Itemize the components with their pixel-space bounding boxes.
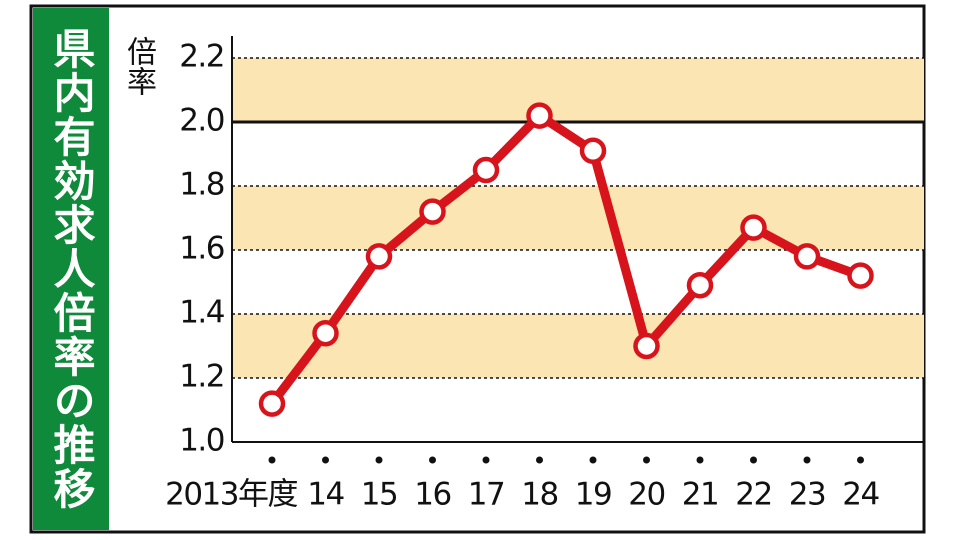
marker (579, 137, 607, 165)
y-tick-label: 2.2 (179, 39, 224, 75)
x-dot (643, 456, 650, 464)
x-dot (429, 456, 436, 464)
x-dot (589, 456, 597, 464)
x-dot (482, 456, 490, 464)
x-tick-label: 14 (307, 477, 343, 513)
x-tick-label: 2013年度 (165, 477, 297, 513)
x-tick-label: 15 (361, 477, 397, 513)
y-tick-label: 2.0 (179, 103, 224, 139)
x-dot (322, 456, 329, 464)
x-dot (750, 456, 757, 464)
x-dot (696, 456, 704, 464)
x-tick-label: 19 (575, 477, 611, 513)
marker (686, 271, 714, 299)
marker (365, 243, 393, 270)
x-dot (536, 456, 543, 464)
marker (526, 102, 553, 129)
x-tick-label: 24 (842, 477, 878, 513)
x-tick-label: 17 (468, 477, 504, 513)
marker (793, 243, 821, 270)
y-tick-label: 1.0 (179, 423, 224, 459)
x-tick-label: 18 (521, 477, 557, 513)
x-tick-label: 23 (789, 477, 825, 513)
band (232, 58, 924, 122)
x-dot (857, 456, 864, 464)
band (232, 314, 924, 378)
x-tick-label: 21 (682, 477, 718, 513)
marker (312, 319, 339, 347)
marker (740, 214, 767, 241)
x-tick-label: 20 (628, 477, 664, 513)
x-dot (268, 456, 276, 464)
x-dot (803, 456, 811, 464)
chart-title: 県内有効求人倍率の推移 (33, 8, 109, 530)
marker (847, 262, 874, 289)
y-tick-label: 1.6 (179, 231, 224, 267)
marker (419, 198, 446, 225)
marker (633, 332, 660, 360)
marker (258, 390, 286, 417)
x-tick-label: 22 (735, 477, 771, 513)
x-dot (375, 456, 383, 464)
y-tick-label: 1.8 (179, 167, 224, 203)
band (232, 186, 924, 250)
marker (472, 156, 500, 184)
y-tick-label: 1.2 (179, 359, 224, 395)
frame (29, 4, 926, 534)
y-axis-label: 倍率 (121, 36, 156, 96)
y-tick-label: 1.4 (179, 295, 224, 331)
x-tick-label: 16 (414, 477, 450, 513)
